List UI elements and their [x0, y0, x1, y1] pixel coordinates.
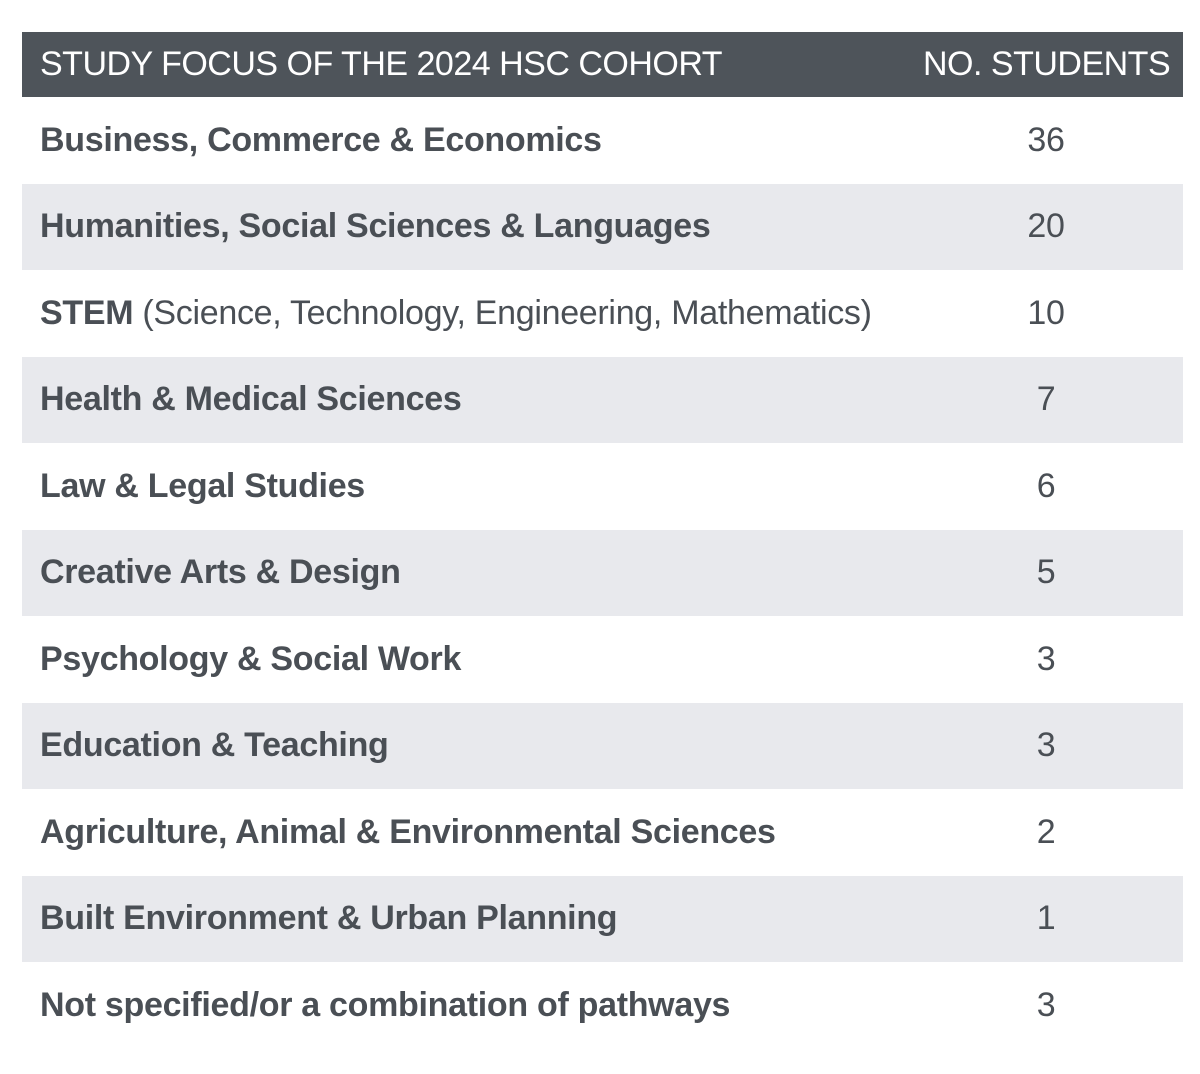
row-focus-label: Health & Medical Sciences [40, 380, 462, 419]
row-focus: Business, Commerce & Economics [40, 121, 909, 160]
row-count: 3 [1036, 639, 1056, 678]
row-focus: Humanities, Social Sciences & Languages [40, 207, 909, 246]
row-focus: Psychology & Social Work [40, 640, 909, 679]
row-focus-label: Creative Arts & Design [40, 553, 401, 592]
row-focus: Built Environment & Urban Planning [40, 899, 909, 938]
row-count: 20 [1027, 207, 1065, 246]
row-focus-label: Built Environment & Urban Planning [40, 899, 618, 938]
row-focus-label: STEM [40, 293, 134, 332]
row-count: 3 [1036, 985, 1056, 1024]
row-focus: Not specified/or a combination of pathwa… [40, 986, 909, 1025]
row-focus-label: Psychology & Social Work [40, 639, 462, 678]
row-focus: Law & Legal Studies [40, 467, 909, 506]
table-header: STUDY FOCUS OF THE 2024 HSC COHORT NO. S… [22, 32, 1183, 97]
table-row: Agriculture, Animal & Environmental Scie… [22, 789, 1183, 876]
table-row: STEM (Science, Technology, Engineering, … [22, 270, 1183, 357]
row-focus-label: Agriculture, Animal & Environmental Scie… [40, 812, 776, 851]
row-count: 1 [1036, 899, 1056, 938]
table-row: Law & Legal Studies 6 [22, 443, 1183, 530]
row-focus-label: Law & Legal Studies [40, 466, 365, 505]
study-focus-table: STUDY FOCUS OF THE 2024 HSC COHORT NO. S… [22, 32, 1183, 1049]
row-count: 2 [1036, 812, 1056, 851]
table-row: Health & Medical Sciences 7 [22, 356, 1183, 443]
table-row: Education & Teaching 3 [22, 702, 1183, 789]
row-focus-label: Humanities, Social Sciences & Languages [40, 207, 711, 246]
row-count: 3 [1036, 726, 1056, 765]
row-count: 36 [1027, 120, 1065, 159]
row-focus: STEM (Science, Technology, Engineering, … [40, 294, 909, 333]
row-focus-label: Business, Commerce & Economics [40, 120, 602, 159]
table-row: Built Environment & Urban Planning 1 [22, 875, 1183, 962]
row-count: 6 [1036, 466, 1056, 505]
table-row: Not specified/or a combination of pathwa… [22, 962, 1183, 1049]
table-row: Humanities, Social Sciences & Languages … [22, 183, 1183, 270]
row-focus-detail: (Science, Technology, Engineering, Mathe… [133, 293, 872, 332]
row-focus-label: Education & Teaching [40, 726, 389, 765]
table-row: Creative Arts & Design 5 [22, 529, 1183, 616]
header-study-focus: STUDY FOCUS OF THE 2024 HSC COHORT [40, 45, 723, 83]
row-focus: Health & Medical Sciences [40, 380, 909, 419]
table-row: Business, Commerce & Economics 36 [22, 97, 1183, 184]
header-no-students: NO. STUDENTS [923, 45, 1171, 83]
row-count: 10 [1027, 293, 1065, 332]
row-focus: Creative Arts & Design [40, 553, 909, 592]
table-row: Psychology & Social Work 3 [22, 616, 1183, 703]
row-count: 7 [1036, 380, 1056, 419]
row-focus: Agriculture, Animal & Environmental Scie… [40, 813, 909, 852]
row-count: 5 [1036, 553, 1056, 592]
row-focus-label: Not specified/or a combination of pathwa… [40, 985, 731, 1024]
row-focus: Education & Teaching [40, 726, 909, 765]
